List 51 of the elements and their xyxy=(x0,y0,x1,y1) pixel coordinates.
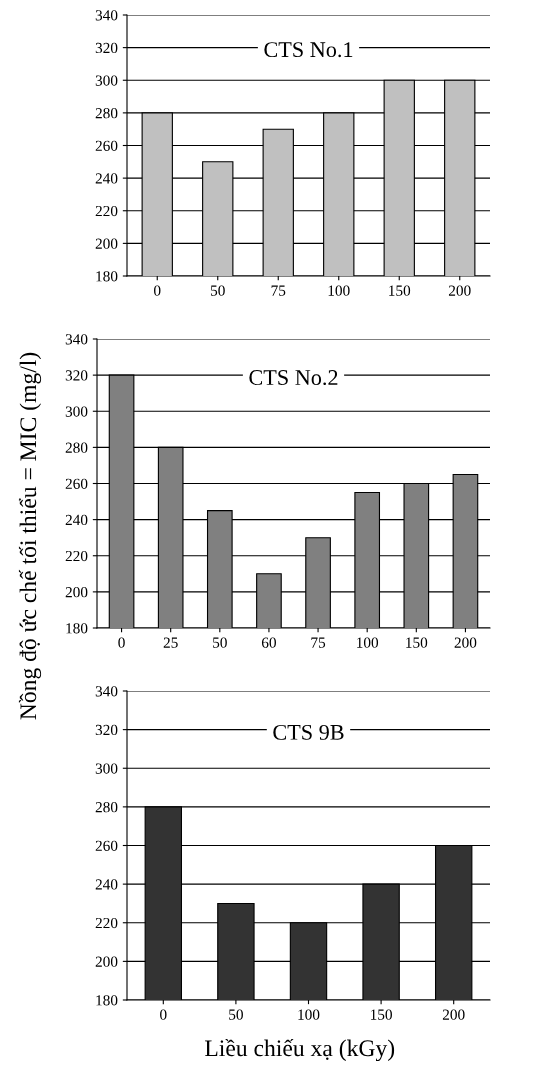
y-tick-label: 280 xyxy=(95,802,118,813)
x-tick-label: 0 xyxy=(154,285,161,296)
x-tick-label: 100 xyxy=(328,285,350,296)
y-tick-label: 180 xyxy=(96,271,118,282)
y-tick-label: 200 xyxy=(65,587,88,598)
y-tick-label: 240 xyxy=(95,879,118,890)
x-tick-label: 200 xyxy=(448,285,471,296)
y-tick-label: 220 xyxy=(95,205,118,217)
x-tick-label: 75 xyxy=(271,285,286,296)
y-tick-label: 340 xyxy=(95,10,118,21)
y-tick-label: 220 xyxy=(95,917,118,929)
y-tick-label: 260 xyxy=(95,140,118,151)
y-tick-label: 340 xyxy=(95,686,118,697)
y-tick-label: 200 xyxy=(95,956,118,967)
y-tick-label: 280 xyxy=(65,442,88,453)
y-tick-label: 320 xyxy=(95,42,118,54)
y-tick-label: 340 xyxy=(65,334,88,345)
y-tick-label: 260 xyxy=(95,840,118,851)
y-tick-label: 220 xyxy=(65,550,88,562)
y-tick-label: 320 xyxy=(95,724,118,736)
y-tick-label: 280 xyxy=(95,108,118,119)
y-tick-label: 300 xyxy=(95,763,118,774)
x-tick-label: 100 xyxy=(298,1009,320,1020)
y-tick-label: 320 xyxy=(65,370,88,381)
y-tick-label: 260 xyxy=(65,478,88,489)
text: CTS 9B xyxy=(273,724,344,740)
x-tick-label: 150 xyxy=(370,1009,392,1020)
y-tick-label: 300 xyxy=(95,75,118,86)
x-tick-label: 200 xyxy=(454,637,477,648)
x-tick-label: 150 xyxy=(389,285,411,296)
x-tick-label: 75 xyxy=(311,637,326,648)
x-tick-label: 100 xyxy=(357,637,379,648)
text: CTS No.1 xyxy=(264,42,353,58)
y-tick-label: 180 xyxy=(96,995,118,1006)
y-tick-label: 180 xyxy=(66,623,88,634)
y-tick-label: 240 xyxy=(95,173,118,184)
x-tick-label: 50 xyxy=(229,1009,243,1020)
x-axis-title: Liều chiếu xạ (kGy) xyxy=(205,1038,395,1062)
x-tick-label: 60 xyxy=(261,637,276,648)
x-tick-label: 0 xyxy=(160,1009,167,1020)
y-axis-title: Nồng độ ức chế tối thiểu = MIC (mg/l) xyxy=(18,352,42,720)
y-tick-label: 300 xyxy=(65,406,88,417)
x-tick-label: 50 xyxy=(213,637,227,648)
x-tick-label: 25 xyxy=(163,637,178,648)
x-tick-label: 50 xyxy=(211,285,225,296)
y-tick-label: 200 xyxy=(95,238,118,249)
y-tick-label: 240 xyxy=(65,514,88,526)
x-tick-label: 150 xyxy=(406,637,428,648)
x-tick-label: 0 xyxy=(118,637,125,648)
text: CTS No.2 xyxy=(249,370,338,386)
x-tick-label: 200 xyxy=(442,1009,465,1020)
